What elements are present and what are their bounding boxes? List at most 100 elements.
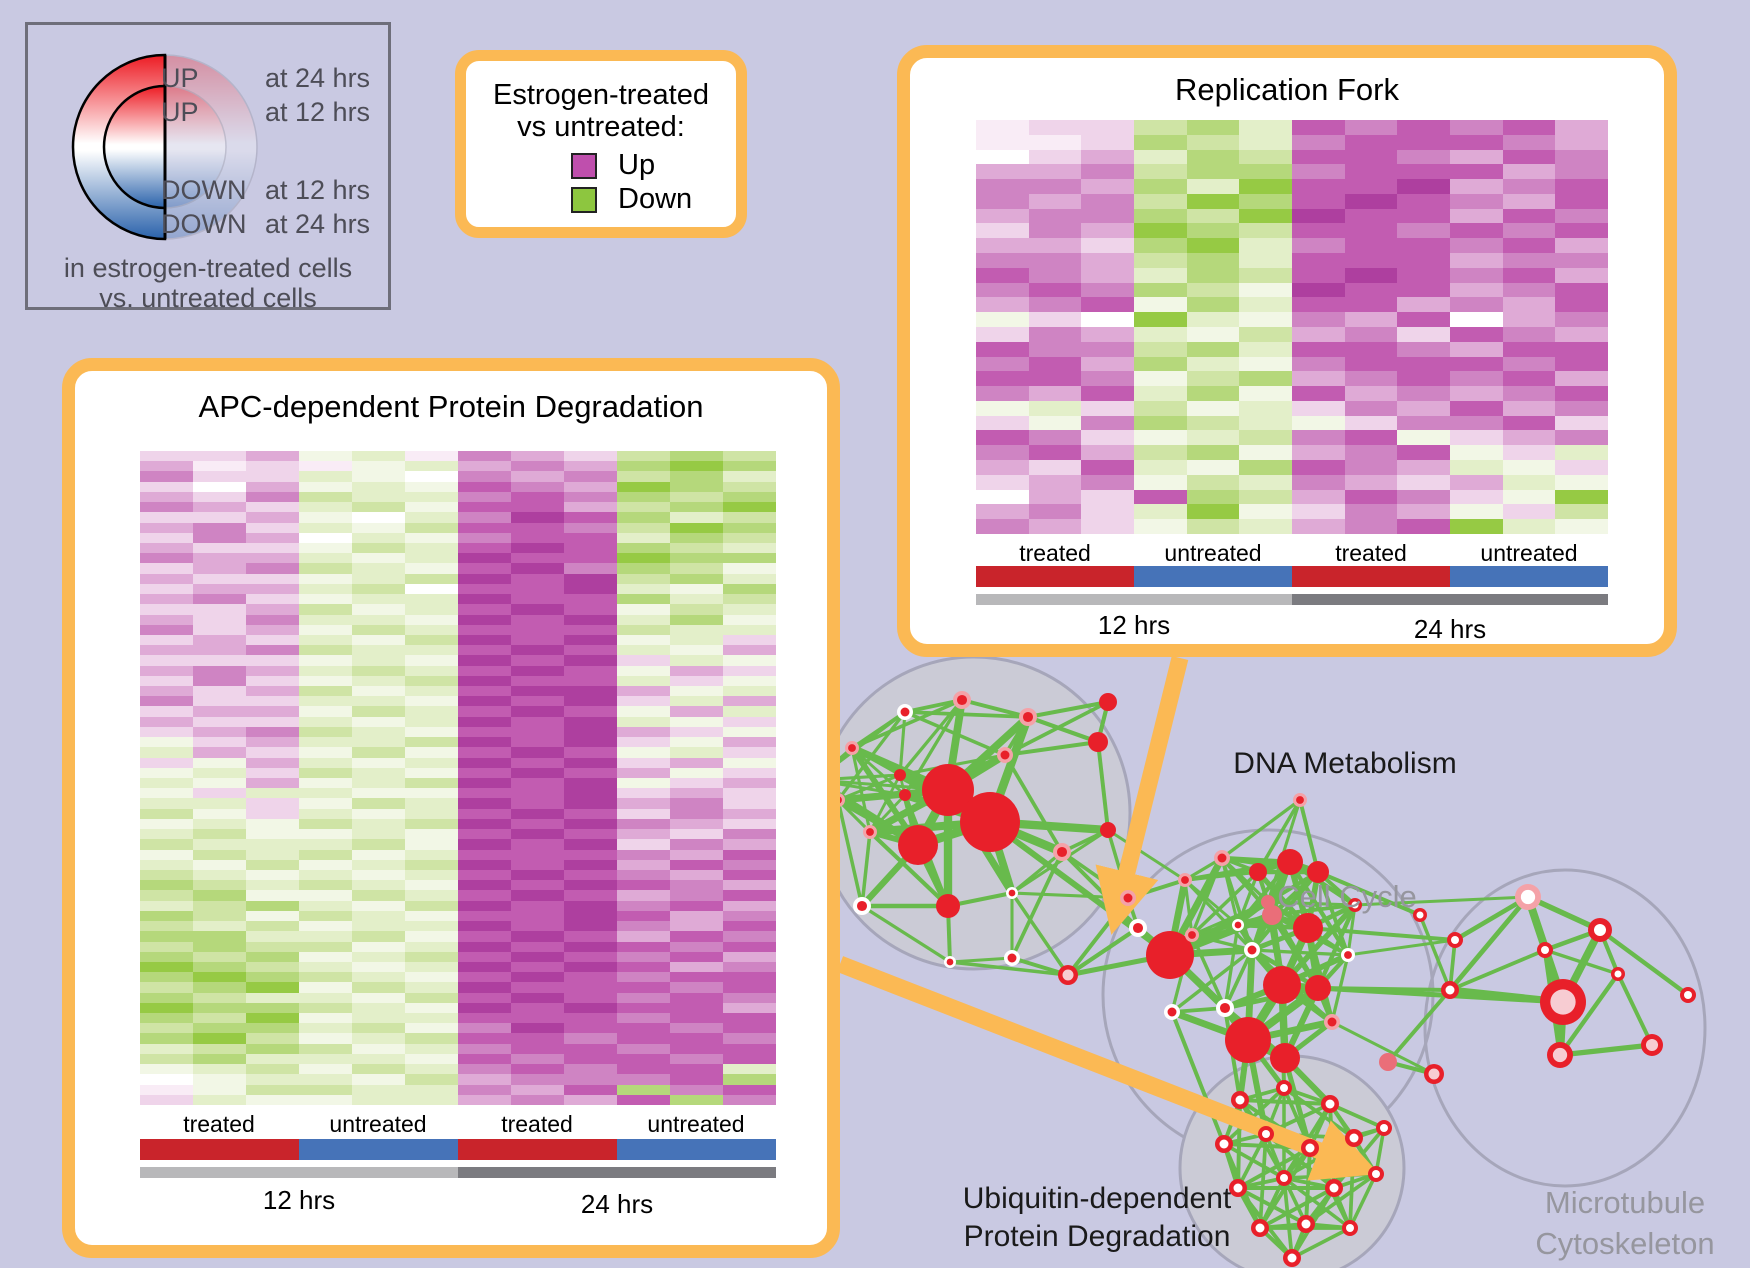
heatmap-cell <box>564 982 617 993</box>
heatmap-cell <box>723 461 776 472</box>
heatmap-cell <box>564 491 617 503</box>
heatmap-cell <box>1239 371 1292 387</box>
heatmap-cell <box>511 1064 564 1075</box>
heatmap-cell <box>670 645 723 656</box>
heatmap-cell <box>1397 341 1450 357</box>
heatmap-cell <box>617 491 670 503</box>
network-edge <box>1066 926 1140 977</box>
heatmap-cell <box>140 665 193 676</box>
heatmap-cell <box>511 921 564 932</box>
heatmap-cell <box>670 880 723 891</box>
heatmap-cell <box>723 655 776 666</box>
network-edge <box>1190 857 1224 936</box>
heatmap-cell <box>1555 149 1608 165</box>
heatmap-cell <box>564 778 617 789</box>
heatmap-cell <box>511 1074 564 1085</box>
heatmap-cell <box>246 675 299 687</box>
heatmap-cell <box>511 737 564 748</box>
heatmap-cell <box>352 829 405 840</box>
heatmap-cell <box>458 512 511 523</box>
heatmap-cell <box>246 645 299 656</box>
heatmap-cell <box>617 757 670 768</box>
heatmap-cell <box>617 716 670 727</box>
rf-group-label-1: treated <box>1019 540 1091 566</box>
heatmap-cell <box>405 859 458 870</box>
heatmap-cell <box>723 573 776 584</box>
heatmap-cell <box>511 982 564 993</box>
heatmap-cell <box>670 992 723 1003</box>
heatmap-cell <box>1502 386 1556 401</box>
heatmap-cell <box>1081 326 1134 342</box>
heatmap-cell <box>1502 312 1556 327</box>
heatmap-cell <box>352 675 405 687</box>
heatmap-cell <box>299 829 352 840</box>
heatmap-cell <box>1502 474 1556 490</box>
heatmap-cell <box>511 491 564 503</box>
heatmap-cell <box>723 583 776 595</box>
heatmap-cell <box>1239 519 1292 534</box>
heatmap-cell <box>140 951 193 962</box>
heatmap-cell <box>246 798 299 809</box>
heatmap-cell <box>1134 386 1187 401</box>
heatmap-cell <box>140 502 193 513</box>
heatmap-cell <box>1186 326 1240 342</box>
heatmap-cell <box>140 614 193 625</box>
heatmap-cell <box>193 961 246 973</box>
rf-24hrs-label: 24 hrs <box>1413 614 1487 644</box>
heatmap-cell <box>405 880 458 891</box>
heatmap-cell <box>246 818 299 830</box>
heatmap-cell <box>670 788 723 799</box>
apc-group-label-4: untreated <box>647 1111 745 1137</box>
heatmap-cell <box>299 961 352 973</box>
rf-heatmap <box>976 120 1608 534</box>
heatmap-cell <box>193 829 246 840</box>
heatmap-cell <box>1081 238 1134 254</box>
heatmap-cell <box>617 1023 670 1034</box>
heatmap-cell <box>617 614 670 625</box>
heatmap-cell <box>1292 519 1345 534</box>
heatmap-cell <box>1239 460 1292 475</box>
heatmap-cell <box>723 481 776 492</box>
heatmap-cell <box>1450 312 1503 327</box>
heatmap-cell <box>405 675 458 687</box>
heatmap-cell <box>976 356 1029 372</box>
heatmap-cell <box>1028 460 1082 475</box>
heatmap-cell <box>1502 208 1556 224</box>
heatmap-cell <box>1292 400 1345 416</box>
heatmap-cell <box>1344 120 1398 135</box>
heatmap-cell <box>1239 120 1292 135</box>
network-edge <box>1317 870 1421 917</box>
network-edge <box>1010 892 1070 976</box>
heatmap-cell <box>140 839 193 850</box>
heatmap-cell <box>723 941 776 952</box>
heatmap-cell <box>1344 371 1398 387</box>
heatmap-cell <box>723 757 776 768</box>
heatmap-cell <box>246 931 299 942</box>
heatmap-cell <box>1292 489 1345 505</box>
heatmap-cell <box>1134 312 1187 327</box>
heatmap-cell <box>458 931 511 942</box>
heatmap-cell <box>976 179 1029 194</box>
heatmap-cell <box>193 757 246 768</box>
heatmap-cell <box>564 726 617 738</box>
heatmap-cell <box>1028 179 1082 194</box>
heatmap-cell <box>1186 341 1240 357</box>
heatmap-cell <box>352 961 405 973</box>
heatmap-cell <box>617 451 670 462</box>
heatmap-cell <box>1344 297 1398 313</box>
heatmap-cell <box>564 675 617 687</box>
heatmap-cell <box>458 604 511 615</box>
heatmap-cell <box>352 1053 405 1065</box>
heatmap-cell <box>1397 489 1450 505</box>
apc-24h-bar <box>458 1167 776 1178</box>
heatmap-cell <box>246 1074 299 1085</box>
heatmap-cell <box>458 788 511 799</box>
heatmap-cell <box>564 910 617 922</box>
heatmap-cell <box>564 563 617 574</box>
down-swatch <box>571 187 597 213</box>
heatmap-cell <box>140 1084 193 1095</box>
heatmap-cell <box>193 553 246 564</box>
heatmap-cell <box>352 880 405 891</box>
heatmap-cell <box>246 471 299 482</box>
